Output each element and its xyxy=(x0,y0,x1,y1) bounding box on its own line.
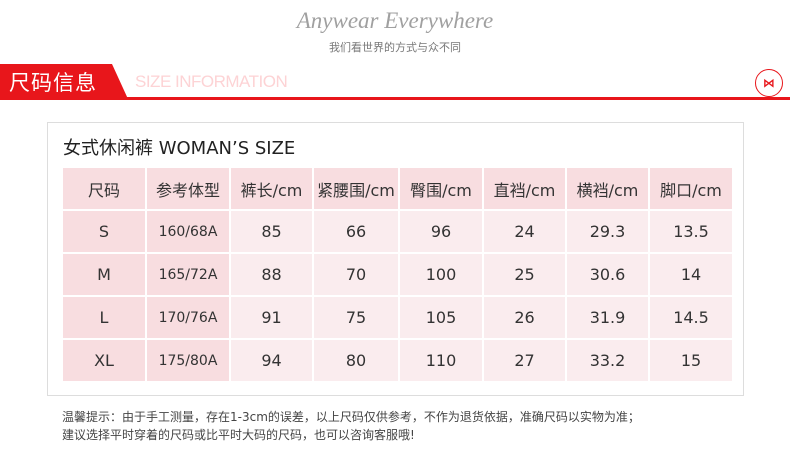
column-header: 尺码 xyxy=(61,166,147,211)
section-tab: 尺码信息 xyxy=(0,64,128,99)
brand-subtitle: 我们看世界的方式与众不同 xyxy=(329,41,461,54)
table-cell: 75 xyxy=(312,295,400,340)
table-cell: 88 xyxy=(229,252,314,297)
section-title-en: SIZE INFORMATION xyxy=(135,72,288,91)
table-cell: L xyxy=(61,295,147,340)
brand-slogan: Anywear Everywhere xyxy=(296,8,494,33)
table-cell: 31.9 xyxy=(565,295,650,340)
table-cell: 14 xyxy=(648,252,734,297)
table-cell: 175/80A xyxy=(145,338,231,383)
size-table-panel xyxy=(47,122,744,396)
table-title: 女式休闲裤 WOMAN’S SIZE xyxy=(63,138,296,159)
table-row: XL 175/80A 94 80 110 27 33.2 15 xyxy=(61,338,734,383)
table-cell: 13.5 xyxy=(648,209,734,254)
table-cell: 165/72A xyxy=(145,252,231,297)
brand-logo-icon: ⋈ xyxy=(755,69,783,97)
table-cell: 100 xyxy=(398,252,484,297)
table-cell: 96 xyxy=(398,209,484,254)
note-line: 建议选择平时穿着的尺码或比平时大码的尺码，也可以咨询客服哦! xyxy=(62,428,415,442)
column-header: 紧腰围/cm xyxy=(312,166,400,211)
table-row: S 160/68A 85 66 96 24 29.3 13.5 xyxy=(61,209,734,254)
table-cell: 160/68A xyxy=(145,209,231,254)
table-cell: M xyxy=(61,252,147,297)
table-cell: XL xyxy=(61,338,147,383)
table-cell: 66 xyxy=(312,209,400,254)
table-row: L 170/76A 91 75 105 26 31.9 14.5 xyxy=(61,295,734,340)
table-cell: 105 xyxy=(398,295,484,340)
table-cell: 27 xyxy=(482,338,567,383)
table-cell: 30.6 xyxy=(565,252,650,297)
column-header: 直裆/cm xyxy=(482,166,567,211)
table-cell: 85 xyxy=(229,209,314,254)
table-header-row: 尺码 参考体型 裤长/cm 紧腰围/cm 臀围/cm 直裆/cm 横裆/cm 脚口/cm xyxy=(61,166,734,211)
column-header: 脚口/cm xyxy=(648,166,734,211)
table-cell: 94 xyxy=(229,338,314,383)
note-line: 温馨提示：由于手工测量，存在1-3cm的误差，以上尺码仅供参考，不作为退货依据，… xyxy=(62,410,640,424)
table-cell: 15 xyxy=(648,338,734,383)
table-cell: 70 xyxy=(312,252,400,297)
section-title: 尺码信息 xyxy=(9,71,97,95)
table-cell: 110 xyxy=(398,338,484,383)
notes: 温馨提示：由于手工测量，存在1-3cm的误差，以上尺码仅供参考，不作为退货依据，… xyxy=(62,408,640,444)
column-header: 裤长/cm xyxy=(229,166,314,211)
table-cell: S xyxy=(61,209,147,254)
table-cell: 24 xyxy=(482,209,567,254)
table-cell: 14.5 xyxy=(648,295,734,340)
size-table: 尺码 参考体型 裤长/cm 紧腰围/cm 臀围/cm 直裆/cm 横裆/cm 脚口/cm S 16… xyxy=(61,166,734,383)
table-cell: 25 xyxy=(482,252,567,297)
table-cell: 33.2 xyxy=(565,338,650,383)
table-row: M 165/72A 88 70 100 25 30.6 14 xyxy=(61,252,734,297)
column-header: 臀围/cm xyxy=(398,166,484,211)
table-cell: 80 xyxy=(312,338,400,383)
table-cell: 91 xyxy=(229,295,314,340)
column-header: 横裆/cm xyxy=(565,166,650,211)
table-cell: 170/76A xyxy=(145,295,231,340)
table-cell: 26 xyxy=(482,295,567,340)
section-divider xyxy=(0,97,790,100)
table-cell: 29.3 xyxy=(565,209,650,254)
column-header: 参考体型 xyxy=(145,166,231,211)
